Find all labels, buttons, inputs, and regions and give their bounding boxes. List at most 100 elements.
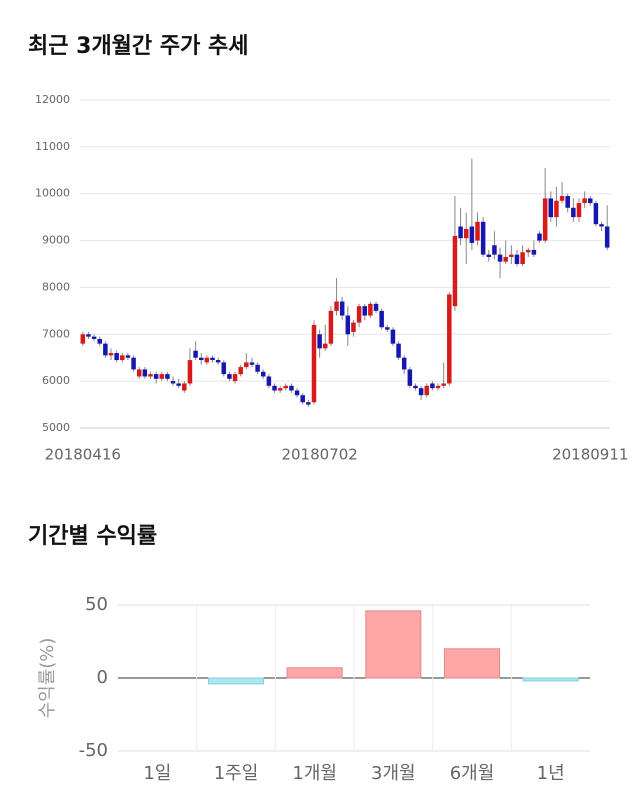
candle-body: [339, 301, 345, 316]
candle-body: [232, 374, 238, 382]
candle-body: [554, 200, 559, 218]
candle-body: [114, 353, 119, 361]
candle-body: [385, 327, 390, 330]
chart-title: 기간별 수익률: [28, 524, 157, 549]
candle-body: [193, 350, 198, 358]
candle-body: [277, 388, 283, 391]
x-tick-label: 3개월: [371, 763, 416, 784]
candle-body: [323, 343, 328, 349]
candle-body: [401, 357, 407, 370]
y-tick-label: 10000: [35, 187, 70, 200]
candle-body: [136, 369, 142, 377]
y-tick-label: 0: [97, 667, 108, 688]
candle-body: [182, 383, 187, 391]
candle-body: [204, 357, 210, 363]
candle-body: [294, 390, 300, 396]
candle-body: [153, 374, 159, 379]
candle-body: [198, 357, 204, 361]
candle-body: [187, 360, 193, 384]
candle-body: [306, 402, 311, 405]
candle-body: [289, 385, 294, 391]
y-tick-label: 50: [85, 594, 108, 615]
candle-body: [80, 334, 86, 344]
candle-body: [165, 374, 170, 379]
candle-body: [599, 224, 604, 227]
chart-title: 최근 3개월간 주가 추세: [28, 34, 248, 59]
candle-body: [447, 294, 452, 384]
candle-body: [356, 306, 362, 323]
candle-body: [108, 353, 114, 356]
candle-body: [418, 388, 424, 396]
y-axis-label: 수익률(%): [37, 638, 58, 719]
candle-body: [576, 203, 582, 218]
y-tick-label: 8000: [42, 280, 70, 293]
candle-body: [413, 385, 418, 389]
x-tick-label: 1일: [143, 763, 171, 784]
candle-body: [582, 198, 587, 204]
candle-body: [565, 196, 570, 208]
candle-body: [272, 385, 277, 391]
bar: [443, 648, 501, 679]
candle-body: [396, 343, 401, 358]
candle-body: [542, 198, 548, 241]
candle-body: [480, 221, 486, 255]
x-tick-label: 1주일: [214, 763, 259, 784]
candle-body: [227, 374, 232, 379]
candle-body: [170, 381, 176, 384]
candle-body: [148, 374, 153, 377]
candle-body: [390, 329, 396, 344]
x-tick-label: 20180702: [281, 446, 357, 464]
x-tick-label: 20180416: [45, 446, 121, 464]
candle-body: [260, 371, 266, 377]
candle-body: [509, 254, 514, 257]
candle-body: [571, 207, 576, 218]
x-tick-label: 1년: [537, 763, 565, 784]
candle-body: [334, 301, 339, 311]
candle-body: [159, 374, 165, 379]
candle-body: [210, 357, 215, 361]
candle-body: [300, 395, 305, 403]
candle-body: [215, 360, 221, 363]
candle-body: [469, 226, 475, 243]
candle-body: [537, 233, 542, 241]
candle-body: [503, 256, 508, 262]
bar: [522, 677, 579, 682]
candle-body: [514, 254, 520, 264]
candle-body: [131, 357, 136, 370]
y-tick-label: 5000: [42, 421, 70, 434]
candle-body: [548, 198, 554, 218]
candle-body: [221, 362, 227, 375]
candle-body: [497, 254, 503, 262]
candle-body: [379, 310, 384, 328]
candle-body: [435, 385, 441, 389]
candle-body: [266, 376, 272, 386]
candle-body: [424, 385, 430, 396]
candle-body: [452, 235, 458, 307]
x-tick-label: 1개월: [292, 763, 337, 784]
candle-body: [91, 336, 97, 339]
y-tick-label: 11000: [35, 140, 70, 153]
candle-body: [559, 196, 565, 201]
candle-body: [441, 383, 446, 386]
candle-body: [244, 362, 249, 368]
candle-body: [103, 343, 108, 356]
candle-body: [588, 198, 593, 204]
candle-body: [255, 364, 260, 372]
candle-body: [328, 310, 334, 344]
candle-body: [430, 383, 435, 389]
candle-body: [458, 226, 463, 239]
candle-body: [345, 315, 351, 335]
candle-body: [86, 334, 91, 337]
candle-body: [311, 324, 317, 403]
bar: [207, 677, 265, 685]
candle-body: [249, 362, 255, 365]
candle-body: [97, 338, 102, 344]
candle-body: [520, 252, 525, 264]
candle-body: [362, 306, 367, 316]
candle-body: [368, 303, 373, 316]
y-tick-label: 6000: [42, 374, 70, 387]
candle-body: [525, 249, 531, 253]
candle-body: [463, 228, 469, 239]
y-tick-label: 7000: [42, 327, 70, 340]
